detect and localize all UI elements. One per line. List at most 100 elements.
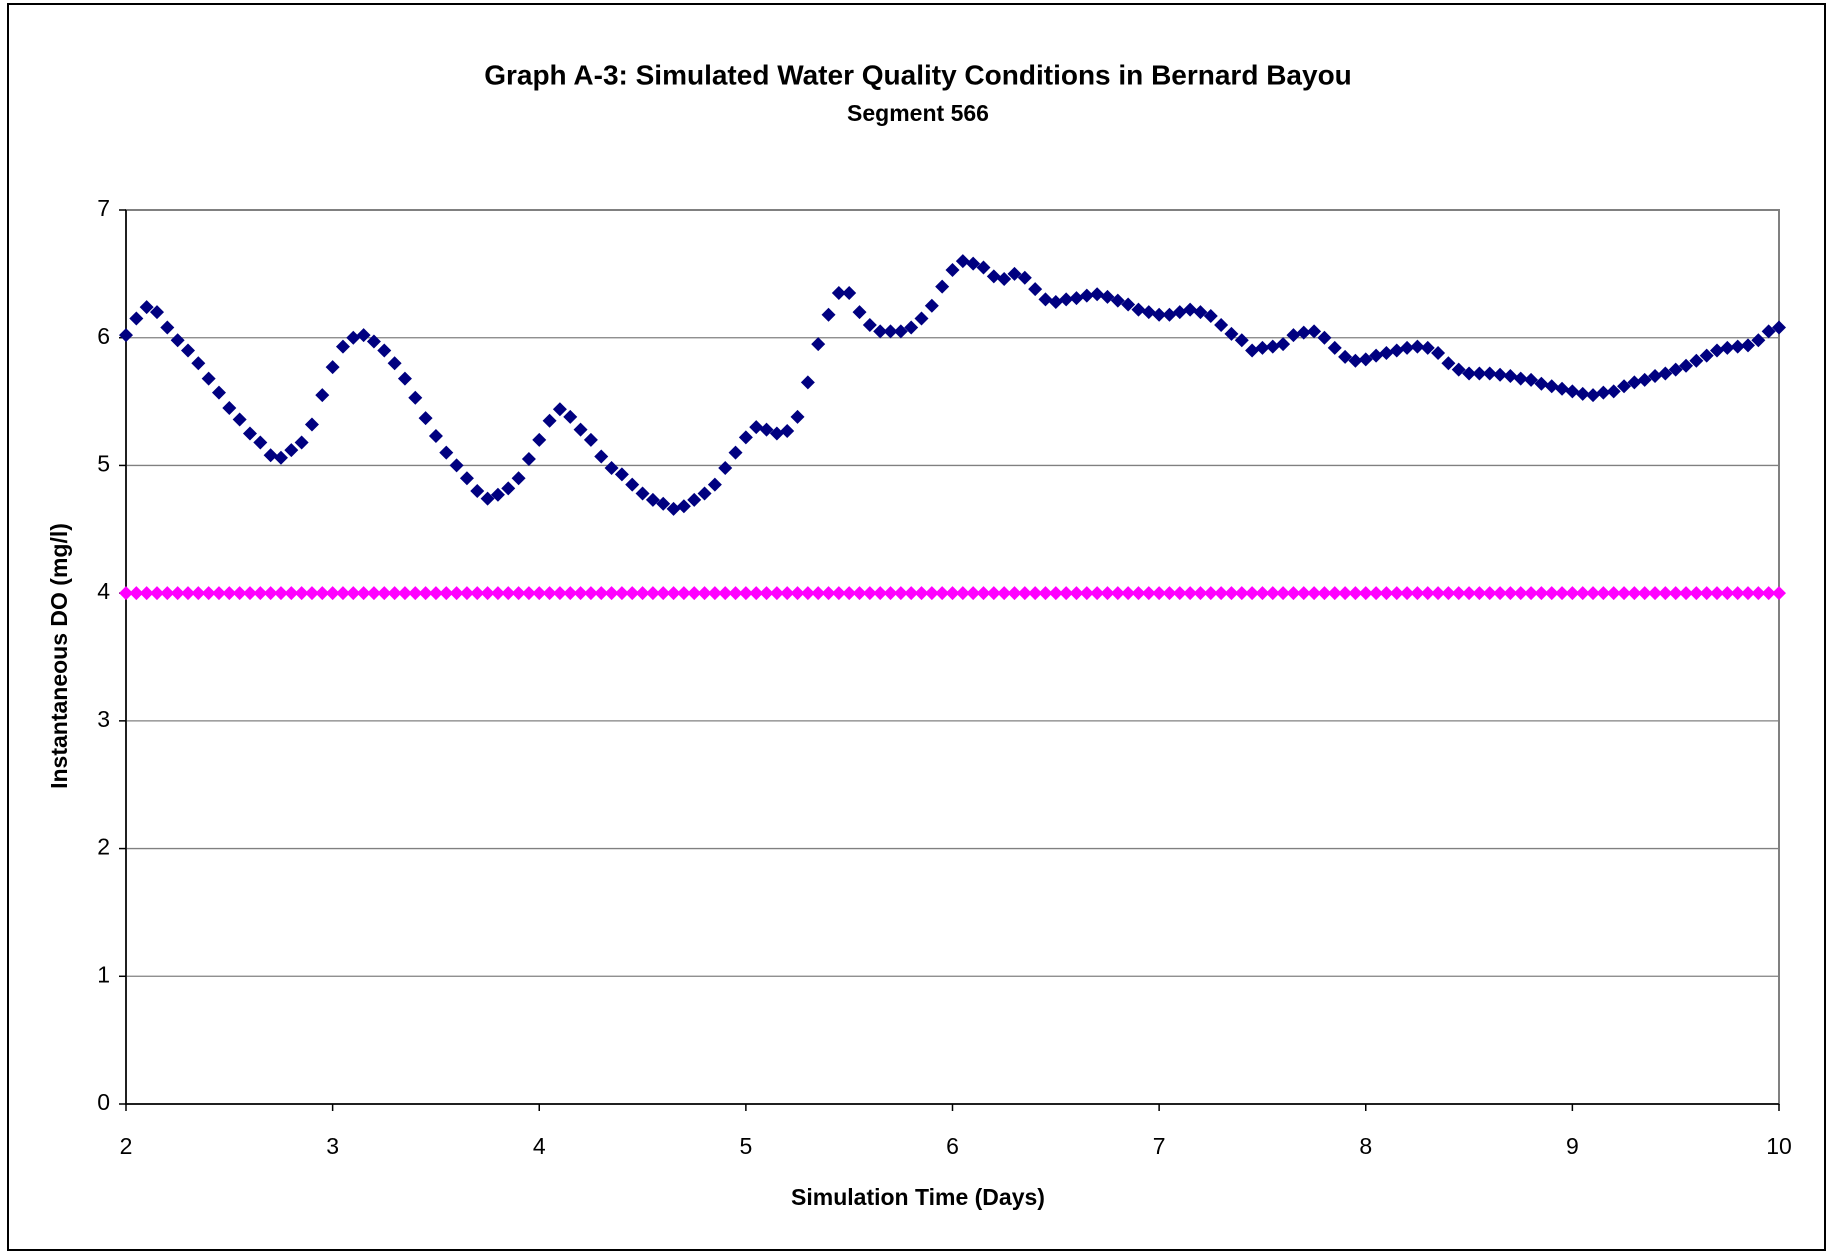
data-point [563, 409, 578, 424]
data-point [273, 586, 288, 601]
data-point [666, 586, 681, 601]
data-point [1255, 586, 1270, 601]
data-point [749, 420, 764, 435]
data-point [160, 320, 175, 335]
chart-subtitle: Segment 566 [847, 100, 989, 126]
data-point [759, 586, 774, 601]
data-point [573, 586, 588, 601]
data-point [521, 452, 536, 467]
data-point [1152, 586, 1167, 601]
data-point [749, 586, 764, 601]
data-point [1017, 586, 1032, 601]
data-point [1162, 586, 1177, 601]
data-point [1079, 586, 1094, 601]
data-point [635, 586, 650, 601]
data-point [780, 586, 795, 601]
data-point [1224, 326, 1239, 341]
data-point [222, 400, 237, 415]
data-point [1761, 324, 1776, 339]
data-point [1389, 343, 1404, 358]
data-point [1627, 586, 1642, 601]
data-point [1534, 586, 1549, 601]
data-point [1276, 337, 1291, 352]
x-tick-label: 10 [1766, 1133, 1792, 1159]
data-point [614, 586, 629, 601]
data-point [160, 586, 175, 601]
y-tick-label: 3 [97, 706, 110, 732]
data-point [852, 586, 867, 601]
data-point [1317, 586, 1332, 601]
data-point [883, 586, 898, 601]
data-point [1245, 343, 1260, 358]
plot-area [125, 209, 1780, 1105]
data-point [1431, 346, 1446, 361]
data-point [1668, 586, 1683, 601]
data-point [1513, 586, 1528, 601]
data-point [625, 477, 640, 492]
data-point [1265, 339, 1280, 354]
data-point [1059, 586, 1074, 601]
data-point [1668, 362, 1683, 377]
data-point [1699, 586, 1714, 601]
data-point [191, 356, 206, 371]
data-point [676, 586, 691, 601]
data-point [1327, 340, 1342, 355]
data-point [1534, 376, 1549, 391]
data-point [501, 481, 516, 496]
data-point [119, 328, 133, 343]
data-point [1203, 309, 1218, 324]
data-point [1110, 586, 1125, 601]
data-point [1730, 586, 1745, 601]
data-point [759, 422, 774, 437]
data-point [635, 486, 650, 501]
data-point [1679, 586, 1694, 601]
data-point [180, 343, 195, 358]
data-point [594, 586, 609, 601]
data-point [1617, 586, 1632, 601]
data-point [573, 422, 588, 437]
y-tick-label: 4 [97, 578, 110, 604]
data-point [470, 483, 485, 498]
data-point [1028, 586, 1043, 601]
data-point [501, 586, 516, 601]
data-point [1710, 343, 1725, 358]
data-point [645, 586, 660, 601]
data-point [1462, 586, 1477, 601]
data-point [263, 448, 278, 463]
data-point [129, 311, 144, 326]
data-point [1307, 324, 1322, 339]
data-point [253, 435, 268, 450]
data-point [490, 586, 505, 601]
data-point [1017, 270, 1032, 285]
data-point [1338, 349, 1353, 364]
data-point [242, 586, 257, 601]
data-point [542, 413, 557, 428]
data-point [1100, 289, 1115, 304]
data-point [1296, 325, 1311, 340]
data-point [583, 586, 598, 601]
data-point [139, 300, 154, 315]
data-point [656, 496, 671, 511]
data-point [304, 586, 319, 601]
data-point [139, 586, 154, 601]
data-point [1689, 586, 1704, 601]
data-point [273, 450, 288, 465]
data-point [1131, 586, 1146, 601]
data-point [1730, 339, 1745, 354]
data-point [966, 586, 981, 601]
data-point [1327, 586, 1342, 601]
data-point [356, 586, 371, 601]
data-point [1141, 305, 1156, 320]
data-point [263, 586, 278, 601]
data-point [1431, 586, 1446, 601]
data-point [1772, 586, 1786, 601]
data-point [201, 586, 216, 601]
data-point [862, 586, 877, 601]
data-point [1007, 586, 1022, 601]
data-point [955, 586, 970, 601]
data-point [428, 429, 443, 444]
data-point [1720, 340, 1735, 355]
data-point [1410, 339, 1425, 354]
data-point [387, 586, 402, 601]
data-point [924, 298, 939, 313]
